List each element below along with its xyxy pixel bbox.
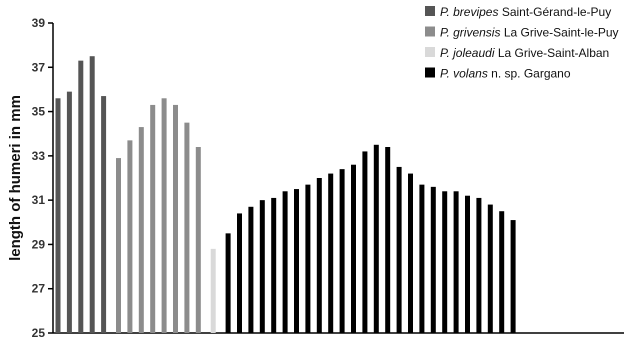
y-tick-label: 37 <box>32 60 46 74</box>
bar <box>373 144 379 333</box>
legend-locality: La Grive-Saint-le-Puy <box>500 26 618 40</box>
bar <box>161 98 167 333</box>
bar <box>499 211 505 333</box>
bar <box>362 151 368 333</box>
bar <box>465 195 470 333</box>
bar <box>66 91 72 333</box>
y-tick-label: 39 <box>32 16 46 30</box>
bar <box>89 56 95 334</box>
bar <box>282 191 288 333</box>
bar <box>476 197 482 333</box>
bar <box>248 206 254 333</box>
bar <box>408 173 413 333</box>
bar <box>210 248 216 333</box>
bar <box>294 189 299 333</box>
bar <box>351 164 356 333</box>
bar <box>305 184 311 333</box>
legend-swatch <box>425 47 435 57</box>
bar <box>101 96 107 333</box>
legend-swatch <box>425 67 435 78</box>
y-tick-label: 29 <box>32 237 46 251</box>
bar <box>430 186 436 333</box>
bar <box>195 147 201 333</box>
bar <box>237 213 242 333</box>
bar <box>150 104 156 334</box>
y-axis: 25 27 29 31 33 35 37 39 <box>32 16 54 340</box>
y-tick-label: 27 <box>32 282 46 296</box>
bar <box>396 166 402 333</box>
bar <box>116 158 121 333</box>
legend-locality: Saint-Gérand-le-Puy <box>498 5 611 19</box>
legend-species: P. joleaudi <box>440 46 495 60</box>
y-axis-title: length of humeri in mm <box>7 95 24 261</box>
legend: P. brevipes Saint-Gérand-le-Puy P. griven… <box>425 5 619 81</box>
legend-entry: P. joleaudi La Grive-Saint-Alban <box>440 46 609 60</box>
bar <box>78 60 84 333</box>
legend-swatch <box>425 26 435 37</box>
bar <box>487 204 493 333</box>
bar <box>385 147 391 333</box>
bar <box>173 104 178 334</box>
y-tick-label: 33 <box>32 149 46 163</box>
bar <box>339 169 345 333</box>
bars <box>55 56 516 334</box>
bar <box>55 98 61 333</box>
bar <box>442 191 448 333</box>
bar <box>259 200 265 333</box>
bar <box>225 233 231 333</box>
bar <box>510 220 516 333</box>
legend-entry: P. brevipes Saint-Gérand-le-Puy <box>440 5 611 19</box>
legend-species: P. grivensis <box>440 26 500 40</box>
bar <box>127 140 133 333</box>
bar <box>453 191 459 333</box>
legend-species: P. brevipes <box>440 5 498 19</box>
legend-locality: La Grive-Saint-Alban <box>495 46 610 60</box>
legend-entry: P. grivensis La Grive-Saint-le-Puy <box>440 26 619 40</box>
legend-locality: n. sp. Gargano <box>488 67 571 81</box>
y-tick-label: 25 <box>32 326 46 340</box>
legend-entry: P. volans n. sp. Gargano <box>440 67 571 81</box>
bar <box>138 127 144 333</box>
legend-swatch <box>425 6 435 16</box>
bar <box>419 184 425 333</box>
bar <box>328 173 334 333</box>
legend-species: P. volans <box>440 67 488 81</box>
bar <box>316 178 322 333</box>
y-tick-label: 35 <box>32 105 46 119</box>
bar <box>271 197 277 333</box>
bar <box>184 122 190 333</box>
y-tick-label: 31 <box>32 193 46 207</box>
